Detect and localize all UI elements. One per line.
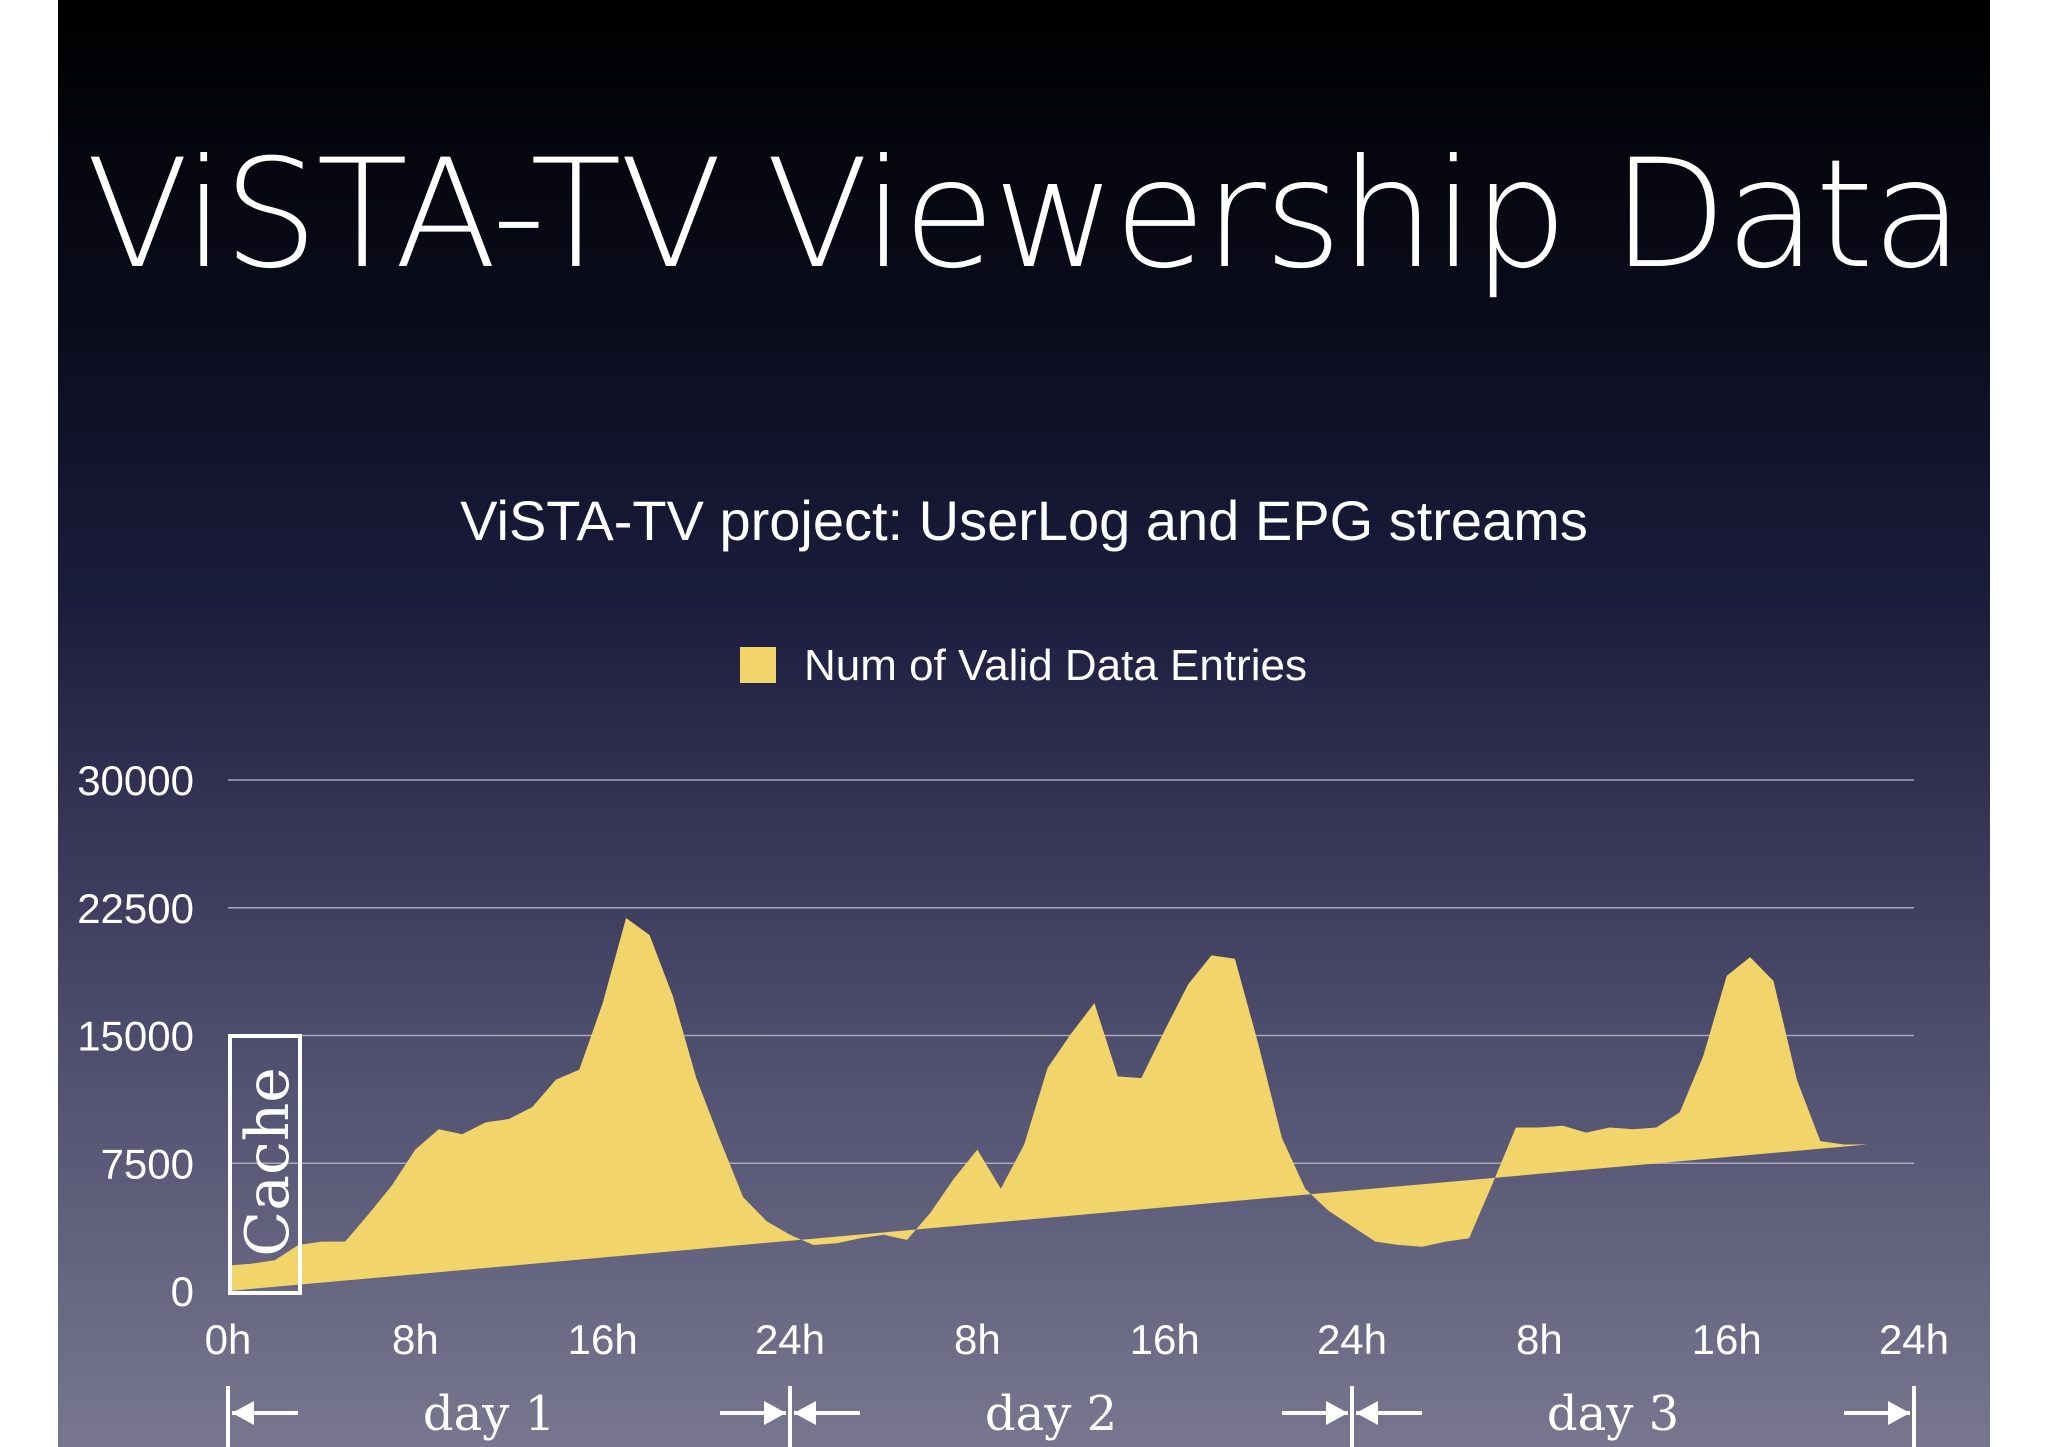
x-tick-label: 16h [568,1316,638,1363]
x-tick-label: 8h [954,1316,1001,1363]
day-arrowhead-left [794,1401,816,1425]
day-label: day 1 [423,1386,555,1442]
day-markers: day 1 day 2 day 3 [226,1386,1916,1447]
y-tick-label: 7500 [101,1140,194,1187]
day-arrowhead-right [1326,1401,1348,1425]
legend-label: Num of Valid Data Entries [804,641,1307,690]
y-tick-label: 15000 [77,1013,194,1060]
day-arrowhead-right [1888,1401,1910,1425]
day-label: day 3 [1547,1386,1679,1442]
series-area-shape [228,918,1868,1291]
x-tick-label: 0h [205,1316,252,1363]
y-tick-label: 0 [171,1268,194,1315]
x-tick-label: 16h [1130,1316,1200,1363]
cache-annotation: Cache [228,1034,303,1295]
chart: 0 7500 15000 22500 30000 0h 8h 16h 24h 8h 16h 24h 8… [77,641,1949,1447]
day-arrowhead-left [232,1401,254,1425]
day-arrowhead-right [764,1401,786,1425]
legend: Num of Valid Data Entries [740,641,1307,690]
slide-title: ViSTA-TV Viewership Data [86,128,1964,302]
legend-swatch [740,647,776,683]
slide: ViSTA-TV Viewership Data ViSTA-TV projec… [58,0,1990,1447]
x-tick-label: 24h [755,1316,825,1363]
x-tick-label: 8h [392,1316,439,1363]
x-tick-label: 8h [1516,1316,1563,1363]
day-arrowhead-left [1356,1401,1378,1425]
x-axis-labels: 0h 8h 16h 24h 8h 16h 24h 8h 16h 24h [205,1316,1949,1363]
chart-subtitle: ViSTA-TV project: UserLog and EPG stream… [460,489,1588,552]
x-tick-label: 16h [1692,1316,1762,1363]
x-tick-label: 24h [1879,1316,1949,1363]
x-tick-label: 24h [1317,1316,1387,1363]
y-tick-label: 22500 [77,885,194,932]
cache-label: Cache [233,1067,303,1256]
day-label: day 2 [985,1386,1117,1442]
series-area [228,918,1868,1291]
cache-box [228,1034,302,1295]
y-tick-label: 30000 [77,757,194,804]
y-axis-labels: 0 7500 15000 22500 30000 [77,757,194,1315]
